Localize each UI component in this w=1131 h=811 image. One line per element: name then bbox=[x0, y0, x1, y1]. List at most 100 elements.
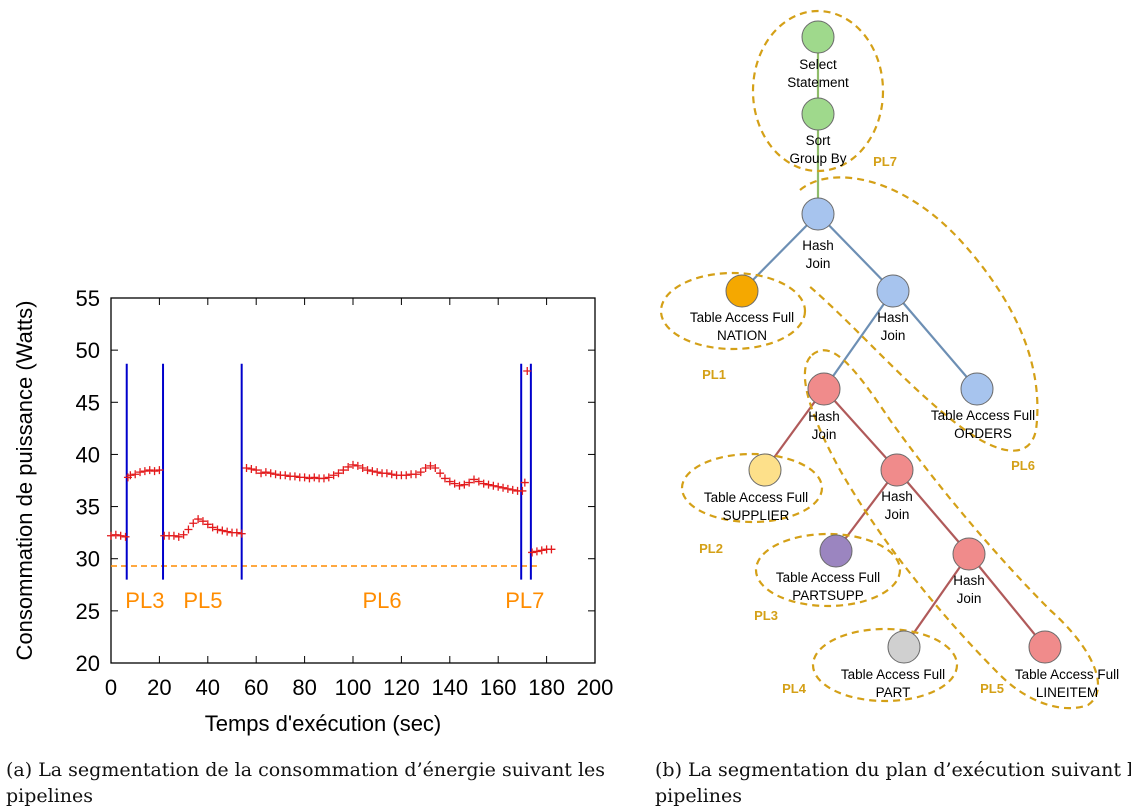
data-point bbox=[310, 473, 319, 482]
data-point bbox=[189, 519, 198, 528]
data-point bbox=[218, 526, 227, 535]
x-tick-label: 140 bbox=[431, 675, 468, 700]
x-tick-label: 0 bbox=[105, 675, 117, 700]
data-point bbox=[445, 477, 454, 486]
plan-edge bbox=[892, 290, 978, 390]
data-point bbox=[547, 545, 556, 554]
plan-edge bbox=[823, 388, 898, 471]
data-point bbox=[290, 472, 299, 481]
plan-node-label: Hash bbox=[808, 409, 840, 424]
data-point bbox=[116, 531, 125, 540]
x-tick-label: 160 bbox=[480, 675, 517, 700]
pipeline-group-label: PL5 bbox=[980, 681, 1004, 696]
data-point bbox=[174, 532, 183, 541]
plan-node-label: Hash bbox=[877, 310, 909, 325]
data-point bbox=[518, 486, 527, 495]
plan-node-hj4 bbox=[880, 453, 914, 487]
data-point bbox=[252, 466, 261, 475]
pipeline-group-label: PL6 bbox=[1011, 458, 1035, 473]
x-tick-label: 120 bbox=[383, 675, 420, 700]
data-point bbox=[261, 468, 270, 477]
pipeline-label: PL3 bbox=[125, 588, 164, 613]
plan-node-label: Table Access Full bbox=[841, 667, 945, 682]
data-point bbox=[353, 461, 362, 470]
data-point bbox=[426, 461, 435, 470]
x-axis-label: Temps d'exécution (sec) bbox=[205, 711, 442, 736]
pipeline-group-label: PL4 bbox=[782, 681, 807, 696]
plan-node-sort bbox=[801, 97, 835, 131]
pipeline-label: PL6 bbox=[362, 588, 401, 613]
data-point bbox=[208, 523, 217, 532]
y-tick-label: 35 bbox=[76, 495, 100, 520]
plan-edge bbox=[835, 469, 898, 552]
plan-node-select bbox=[801, 20, 835, 54]
data-point bbox=[300, 473, 309, 482]
plan-node-label: Table Access Full bbox=[1015, 667, 1119, 682]
pipeline-group-pl4 bbox=[811, 627, 959, 703]
data-point bbox=[150, 467, 159, 476]
pipeline-group-label: PL3 bbox=[754, 608, 778, 623]
plan-edge bbox=[968, 553, 1046, 648]
data-point bbox=[523, 367, 532, 375]
plan-node-sublabel: Join bbox=[885, 507, 910, 522]
data-point bbox=[387, 470, 396, 479]
data-point bbox=[266, 469, 275, 478]
plan-node-sublabel: LINEITEM bbox=[1036, 685, 1098, 700]
plan-node-orders bbox=[960, 372, 994, 406]
data-point bbox=[131, 470, 140, 479]
data-point bbox=[465, 478, 474, 487]
data-point bbox=[194, 515, 203, 524]
plan-edge bbox=[817, 213, 894, 292]
data-point bbox=[126, 471, 135, 480]
data-point bbox=[358, 463, 367, 472]
data-point bbox=[382, 469, 391, 478]
plan-node-sublabel: Join bbox=[957, 591, 982, 606]
data-point bbox=[232, 528, 241, 537]
pipeline-group-pl7 bbox=[751, 9, 885, 173]
y-tick-label: 20 bbox=[76, 651, 100, 676]
data-point bbox=[169, 531, 178, 540]
data-point bbox=[503, 484, 512, 493]
data-point bbox=[479, 479, 488, 488]
plan-node-label: Sort bbox=[806, 133, 831, 148]
data-point bbox=[349, 460, 357, 469]
pipeline-group-pl5 bbox=[803, 349, 1100, 710]
plan-node-label: Table Access Full bbox=[931, 408, 1035, 423]
pipeline-group-pl3 bbox=[754, 532, 902, 608]
plan-node-label: Hash bbox=[953, 573, 985, 588]
x-tick-label: 180 bbox=[528, 675, 565, 700]
data-point bbox=[319, 474, 328, 483]
plan-node-label: Hash bbox=[802, 238, 834, 253]
plan-node-supplier bbox=[748, 453, 782, 487]
caption-b-line1: (b) La segmentation du plan d’exécution … bbox=[655, 759, 1131, 781]
y-axis-label: Consommation de puissance (Watts) bbox=[12, 301, 37, 661]
data-point bbox=[179, 530, 188, 539]
caption-a: (a) La segmentation de la consommation d… bbox=[6, 759, 606, 807]
caption-b-line2: pipelines bbox=[655, 785, 743, 807]
data-point bbox=[247, 465, 256, 474]
x-tick-label: 200 bbox=[577, 675, 614, 700]
execution-plan-tree: Select Statement Sort Group By Hash Join Table… bbox=[659, 9, 1119, 710]
plan-node-sublabel: Join bbox=[881, 328, 906, 343]
data-point bbox=[155, 466, 164, 475]
data-point bbox=[484, 480, 493, 489]
plan-node-sublabel: SUPPLIER bbox=[723, 508, 790, 523]
plan-node-label: Hash bbox=[881, 489, 913, 504]
data-point bbox=[324, 473, 333, 482]
x-tick-label: 20 bbox=[147, 675, 171, 700]
data-point bbox=[242, 463, 251, 472]
data-point bbox=[528, 548, 537, 557]
y-tick-label: 45 bbox=[76, 390, 100, 415]
data-point bbox=[474, 477, 483, 486]
plan-node-hj2 bbox=[876, 274, 910, 308]
pipeline-group-label: PL2 bbox=[699, 541, 723, 556]
data-point bbox=[489, 481, 498, 490]
data-point bbox=[213, 525, 222, 534]
plan-node-label: Table Access Full bbox=[704, 490, 808, 505]
pipeline-group-pl1 bbox=[659, 271, 807, 351]
plan-node-sublabel: PARTSUPP bbox=[792, 588, 864, 603]
pipeline-group-pl6 bbox=[799, 176, 1039, 452]
data-point bbox=[223, 527, 232, 536]
data-point bbox=[111, 530, 120, 539]
data-point bbox=[184, 525, 193, 534]
